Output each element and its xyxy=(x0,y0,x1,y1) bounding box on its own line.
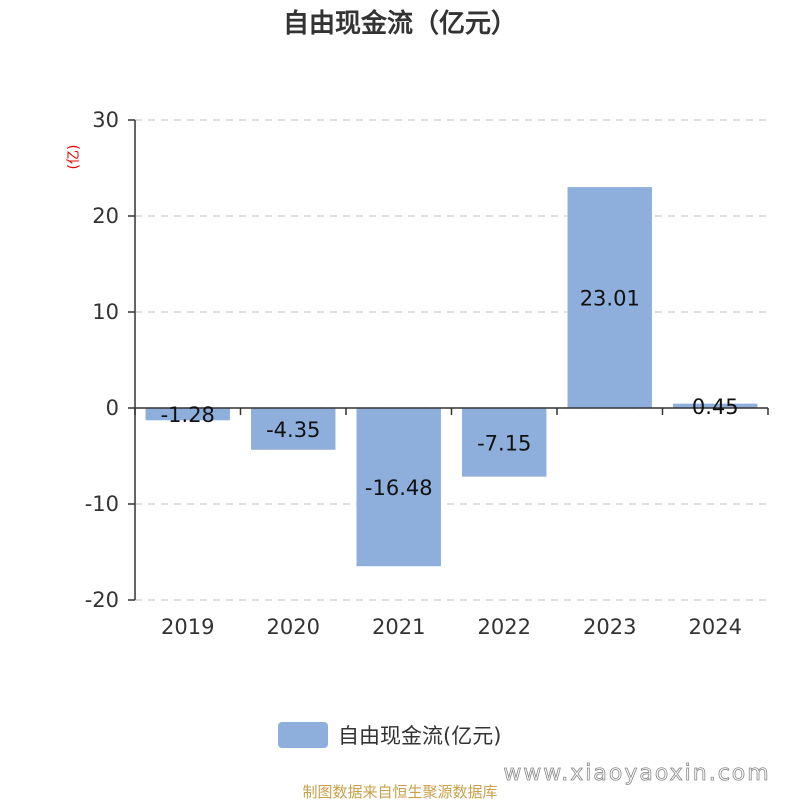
data-label: -16.48 xyxy=(365,476,433,500)
bar[interactable] xyxy=(356,408,441,567)
legend-swatch xyxy=(278,722,328,748)
bar[interactable] xyxy=(251,408,336,450)
data-label: 0.45 xyxy=(692,395,739,419)
legend-label: 自由现金流(亿元) xyxy=(338,724,501,748)
data-labels: -1.28 -4.35 -16.48 -7.15 23.01 0.45 xyxy=(161,287,739,501)
x-tick-label: 2019 xyxy=(161,615,214,639)
x-tick-label: 2020 xyxy=(267,615,320,639)
bar[interactable] xyxy=(673,403,758,408)
data-label: -4.35 xyxy=(266,418,320,442)
y-tick-label: 0 xyxy=(106,396,119,420)
data-label: 23.01 xyxy=(580,287,640,311)
y-tick-label: 20 xyxy=(92,204,119,228)
grid-lines xyxy=(135,119,768,601)
bar[interactable] xyxy=(462,408,547,477)
y-tick-label: 30 xyxy=(92,108,119,132)
y-tick-label: -10 xyxy=(85,492,119,516)
x-tick-label: 2021 xyxy=(372,615,425,639)
x-tick-label: 2023 xyxy=(583,615,636,639)
data-label: -1.28 xyxy=(161,403,215,427)
y-unit-label: (亿) xyxy=(66,145,82,170)
y-tick-label: -20 xyxy=(85,588,119,612)
chart-title: 自由现金流（亿元） xyxy=(283,8,517,39)
data-label: -7.15 xyxy=(477,431,531,455)
source-note: 制图数据来自恒生聚源数据库 xyxy=(302,783,497,800)
watermark: www.xiaoyaoxin.com xyxy=(503,761,770,786)
bar[interactable] xyxy=(567,187,652,408)
x-tick-label: 2022 xyxy=(478,615,531,639)
axes: -20 -10 0 10 20 30 2019 2020 2021 2022 2023 2024 xyxy=(85,108,769,639)
x-tick-label: 2024 xyxy=(689,615,742,639)
legend[interactable]: 自由现金流(亿元) xyxy=(278,722,501,748)
bar[interactable] xyxy=(145,408,230,421)
y-tick-label: 10 xyxy=(92,300,119,324)
bars xyxy=(145,187,758,567)
